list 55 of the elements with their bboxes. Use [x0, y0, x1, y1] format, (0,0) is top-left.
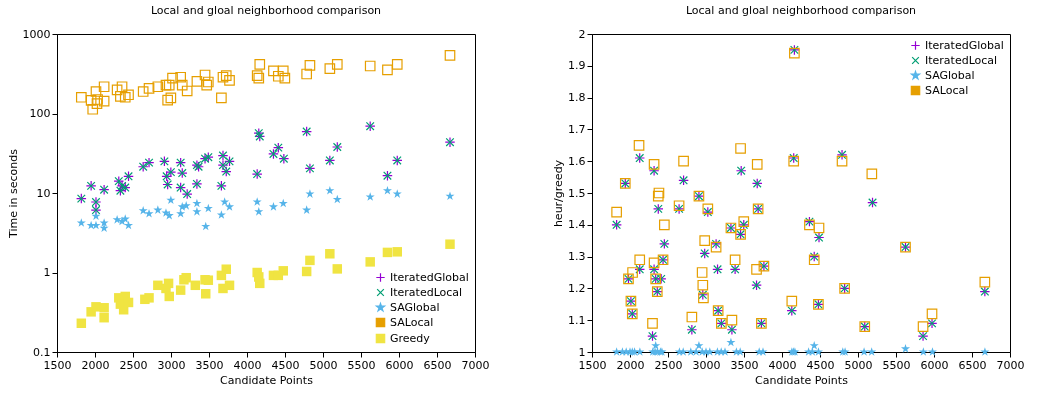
- x-tick-label: 6000: [385, 358, 414, 372]
- y-axis-title: heur/greedy: [552, 159, 566, 228]
- x-tick-label: 7000: [461, 358, 490, 372]
- x-axis-title: Candidate Points: [220, 373, 314, 387]
- y-tick-label: 1.5: [568, 186, 586, 200]
- chart-title: Local and gloal neighborhood comparison: [150, 4, 382, 17]
- x-axis-title: Candidate Points: [755, 373, 849, 387]
- x-tick-label: 2500: [119, 358, 148, 372]
- y-tick-label: 1.9: [568, 59, 586, 73]
- x-tick-label: 4500: [271, 358, 300, 372]
- y-tick-label: 1.7: [568, 122, 586, 136]
- x-tick-label: 3500: [195, 358, 224, 372]
- x-tick-label: 4000: [768, 358, 797, 372]
- y-tick-label: 100: [29, 107, 51, 120]
- legend-label: IteratedLocal: [390, 285, 463, 299]
- x-tick-label: 2000: [616, 358, 645, 372]
- y-tick-label: 1.4: [568, 218, 586, 232]
- y-tick-label: 1.3: [568, 250, 586, 264]
- y-tick-label: 1000: [22, 27, 51, 41]
- y-tick-label: 1: [578, 345, 586, 359]
- x-tick-label: 2500: [654, 358, 683, 372]
- x-tick-label: 5500: [882, 358, 911, 372]
- x-tick-label: 7000: [996, 358, 1025, 372]
- x-tick-label: 4000: [233, 358, 262, 372]
- x-tick-label: 5000: [844, 358, 873, 372]
- x-tick-label: 6500: [423, 358, 452, 372]
- legend-label: Greedy: [390, 331, 431, 345]
- legend-label: IteratedGlobal: [925, 38, 1004, 52]
- legend-label: SAGlobal: [925, 68, 975, 82]
- x-tick-label: 4500: [806, 358, 835, 372]
- y-tick-label: 1: [43, 266, 51, 279]
- y-tick-label: 10: [36, 186, 51, 200]
- x-tick-label: 3000: [692, 358, 721, 372]
- legend-label: SALocal: [925, 83, 969, 97]
- x-tick-label: 5500: [347, 358, 376, 372]
- x-tick-label: 6500: [958, 358, 987, 372]
- legend-label: IteratedLocal: [925, 53, 998, 67]
- y-tick-label: 0.1: [33, 345, 51, 359]
- x-tick-label: 3000: [157, 358, 186, 372]
- legend-label: IteratedGlobal: [390, 270, 469, 284]
- y-tick-label: 2: [578, 27, 586, 41]
- y-axis-title: Time in seconds: [6, 148, 20, 239]
- x-tick-label: 1500: [578, 358, 607, 372]
- y-tick-label: 1.8: [568, 91, 586, 105]
- y-tick-label: 1.2: [568, 281, 586, 295]
- y-tick-label: 1.1: [568, 313, 586, 327]
- x-tick-label: 1500: [43, 358, 72, 372]
- chart-title: Local and gloal neighborhood comparison: [685, 4, 917, 17]
- legend-label: SAGlobal: [390, 300, 440, 314]
- x-tick-label: 2000: [81, 358, 110, 372]
- x-tick-label: 3500: [730, 358, 759, 372]
- y-tick-label: 1.6: [568, 154, 586, 168]
- legend-label: SALocal: [390, 315, 434, 329]
- x-tick-label: 5000: [309, 358, 338, 372]
- x-tick-label: 6000: [920, 358, 949, 372]
